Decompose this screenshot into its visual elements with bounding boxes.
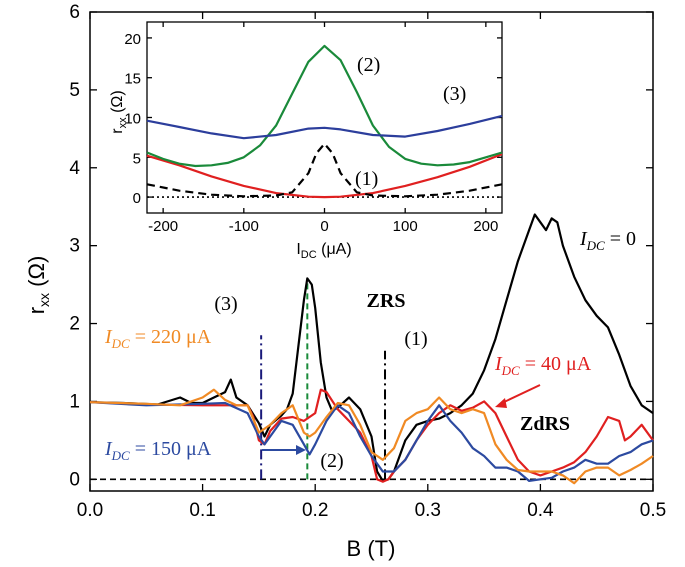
label-i40-prefix: I [494, 353, 503, 375]
inset-frame [146, 21, 503, 214]
x-tick-label: 0.0 [77, 500, 103, 521]
x-tick-label: 0 [320, 218, 328, 235]
label-i220-prefix: I [104, 326, 113, 348]
y-tick-label: 20 [124, 31, 141, 48]
label-i40: IDC = 40 μA [494, 353, 592, 378]
inset-y-axis-main: r [109, 128, 126, 134]
inset-label-2: (2) [357, 54, 380, 76]
x-tick-label: 0.2 [302, 500, 328, 521]
inset-x-axis-title: IDC (μA) [296, 241, 351, 261]
y-axis-title-main: r [24, 307, 49, 314]
inset-series-group [146, 44, 503, 199]
arrow-i40 [495, 384, 541, 408]
annotation-zdrs: ZdRS [520, 413, 570, 435]
inset-y-axis-unit: (Ω) [109, 90, 126, 117]
label-i220: IDC = 220 μA [104, 326, 212, 351]
y-axis-title-sub: xx [36, 293, 52, 307]
main-series-group [89, 213, 654, 485]
label-i220-sub: DC [111, 336, 130, 351]
annotation-3: (3) [214, 293, 237, 315]
y-tick-label: 2 [69, 314, 80, 335]
inset-y-axis-sub: xx [117, 117, 129, 129]
label-i0-suffix: = 0 [605, 228, 636, 250]
series-line [146, 44, 503, 168]
y-tick-label: 3 [69, 236, 80, 257]
inset-label-3: (3) [443, 83, 466, 105]
label-i150: IDC = 150 μA [104, 438, 212, 463]
y-tick-label: 15 [124, 71, 141, 88]
series-line [89, 213, 654, 482]
x-tick-label: 0.3 [415, 500, 441, 521]
annotation-2: (2) [320, 450, 343, 472]
inset-x-axis-prefix: I [296, 241, 300, 258]
series-line [146, 153, 503, 199]
y-tick-label: 5 [133, 150, 141, 167]
x-tick-label: -100 [229, 218, 259, 235]
x-tick-label: 0.4 [527, 500, 554, 521]
y-tick-label: 10 [124, 111, 141, 128]
y-tick-label: 6 [69, 2, 80, 23]
main-plot-frame [89, 11, 654, 492]
inset-axes-ticks: -200 -100 0 100 200 0 5 10 15 20 [124, 22, 502, 235]
label-i0-prefix: I [579, 228, 588, 250]
y-axis-title-unit: (Ω) [24, 256, 49, 293]
annotation-zrs: ZRS [367, 290, 406, 312]
series-line [146, 114, 503, 140]
x-tick-label: 0.5 [640, 500, 666, 521]
y-tick-label: 5 [69, 80, 80, 101]
label-i40-sub: DC [501, 363, 520, 378]
x-axis-title: B (T) [347, 536, 396, 561]
y-tick-label: 0 [133, 190, 141, 207]
annotation-1: (1) [404, 328, 427, 350]
label-i220-suffix: = 220 μA [130, 326, 212, 348]
y-tick-label: 1 [69, 391, 80, 412]
series-line [89, 388, 654, 485]
y-axis-title: rxx (Ω) [24, 256, 52, 315]
x-tick-label: -200 [148, 218, 178, 235]
y-tick-label: 0 [69, 469, 80, 490]
arrow-i150 [262, 445, 306, 455]
inset-x-axis-sub: DC [301, 249, 317, 261]
inset-x-axis-unit: (μA) [317, 241, 352, 258]
label-i0-sub: DC [586, 238, 605, 253]
label-i150-suffix: = 150 μA [130, 438, 212, 460]
inset-y-axis-title: rxx (Ω) [109, 90, 129, 133]
y-tick-label: 4 [69, 158, 80, 179]
label-i40-suffix: = 40 μA [520, 353, 592, 375]
x-tick-label: 200 [473, 218, 498, 235]
x-tick-label: 0.1 [189, 500, 215, 521]
label-i0: IDC = 0 [579, 228, 636, 253]
label-i150-prefix: I [104, 438, 113, 460]
x-tick-label: 100 [393, 218, 418, 235]
main-axes-ticks: 0.0 0.1 0.2 0.3 0.4 0.5 0 1 2 3 4 5 6 [69, 2, 666, 521]
inset-label-1: (1) [355, 168, 378, 190]
series-line [89, 401, 654, 482]
label-i150-sub: DC [111, 448, 130, 463]
